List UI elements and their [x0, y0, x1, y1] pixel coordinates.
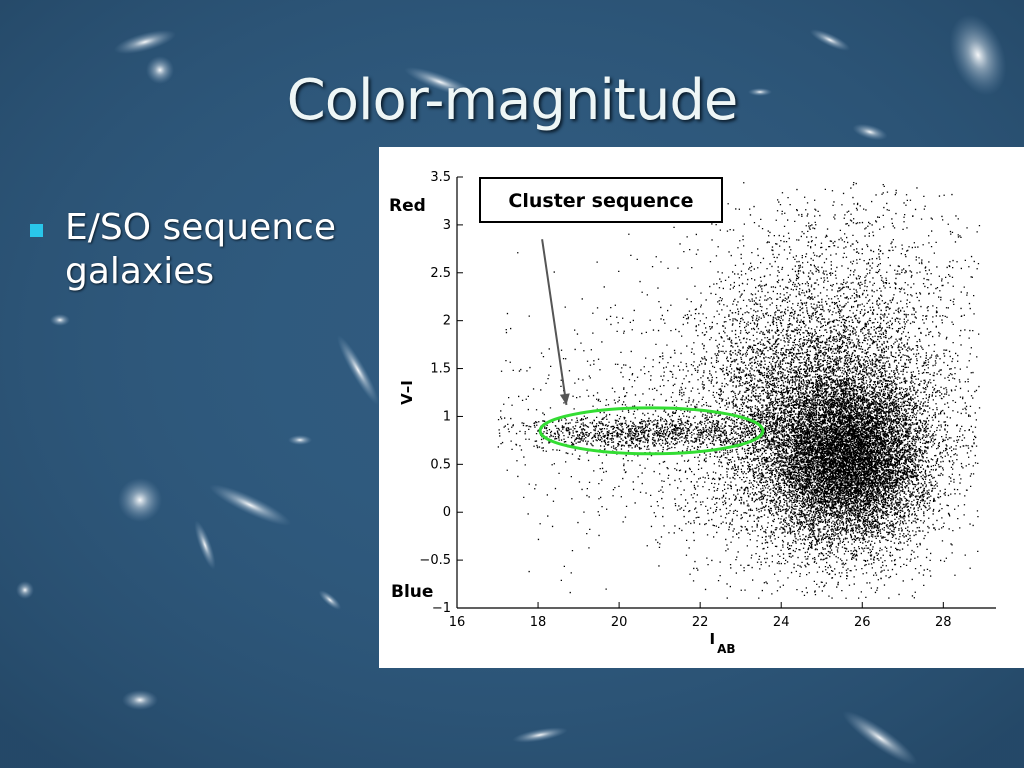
- cluster-sequence-box: [479, 177, 723, 223]
- y-tick-label: 0: [443, 505, 451, 520]
- red-label: Red: [389, 196, 426, 216]
- y-tick-label: 3: [443, 218, 451, 233]
- x-tick-label: 24: [773, 615, 790, 630]
- x-axis-label: I: [710, 630, 716, 648]
- square-bullet-icon: [30, 224, 43, 237]
- y-tick-label: 1: [443, 409, 451, 424]
- cluster-sequence-label: Cluster sequence: [508, 190, 693, 212]
- y-tick-label: −0.5: [419, 553, 451, 568]
- y-tick-label: 1.5: [430, 362, 451, 377]
- bullet-list: E/SO sequence galaxies: [30, 206, 370, 294]
- slide-title: Color-magnitude: [286, 68, 739, 133]
- x-tick-label: 16: [449, 615, 466, 630]
- bullet-item: E/SO sequence galaxies: [30, 206, 370, 294]
- y-tick-label: 3.5: [430, 170, 451, 185]
- bullet-line-1: E/SO sequence: [65, 207, 336, 248]
- bullet-text: E/SO sequence galaxies: [65, 206, 336, 294]
- background-galaxies: [16, 14, 1007, 766]
- annotations: Cluster sequence Red Blue: [389, 177, 765, 602]
- galaxy-points: [497, 182, 981, 599]
- y-tick-label: 0.5: [430, 457, 451, 472]
- x-tick-label: 20: [611, 615, 628, 630]
- color-magnitude-plot: 16 18 20 22 24 26 28 −1 −0.5 0 0.5 1 1.5 2 2.5 3 3.5 V–I I…: [389, 170, 996, 656]
- y-tick-label: 2: [443, 314, 451, 329]
- cluster-sequence-ellipse: [538, 406, 765, 456]
- y-tick-label: 2.5: [430, 266, 451, 281]
- axes: 16 18 20 22 24 26 28 −1 −0.5 0 0.5 1 1.5 2 2.5 3 3.5 V–I I…: [398, 170, 996, 656]
- scatter-points: [497, 182, 981, 599]
- x-tick-label: 22: [692, 615, 709, 630]
- x-tick-label: 28: [935, 615, 952, 630]
- x-tick-label: 18: [530, 615, 547, 630]
- x-axis-label-subscript: AB: [717, 642, 735, 656]
- x-tick-label: 26: [854, 615, 871, 630]
- arrow-line: [541, 239, 568, 406]
- y-axis-label: V–I: [398, 380, 416, 405]
- blue-label: Blue: [391, 582, 433, 602]
- arrow-head-icon: [559, 393, 570, 405]
- y-tick-label: −1: [432, 601, 451, 616]
- chart-panel: 16 18 20 22 24 26 28 −1 −0.5 0 0.5 1 1.5 2 2.5 3 3.5 V–I I…: [379, 147, 1024, 668]
- bullet-line-2: galaxies: [65, 251, 215, 292]
